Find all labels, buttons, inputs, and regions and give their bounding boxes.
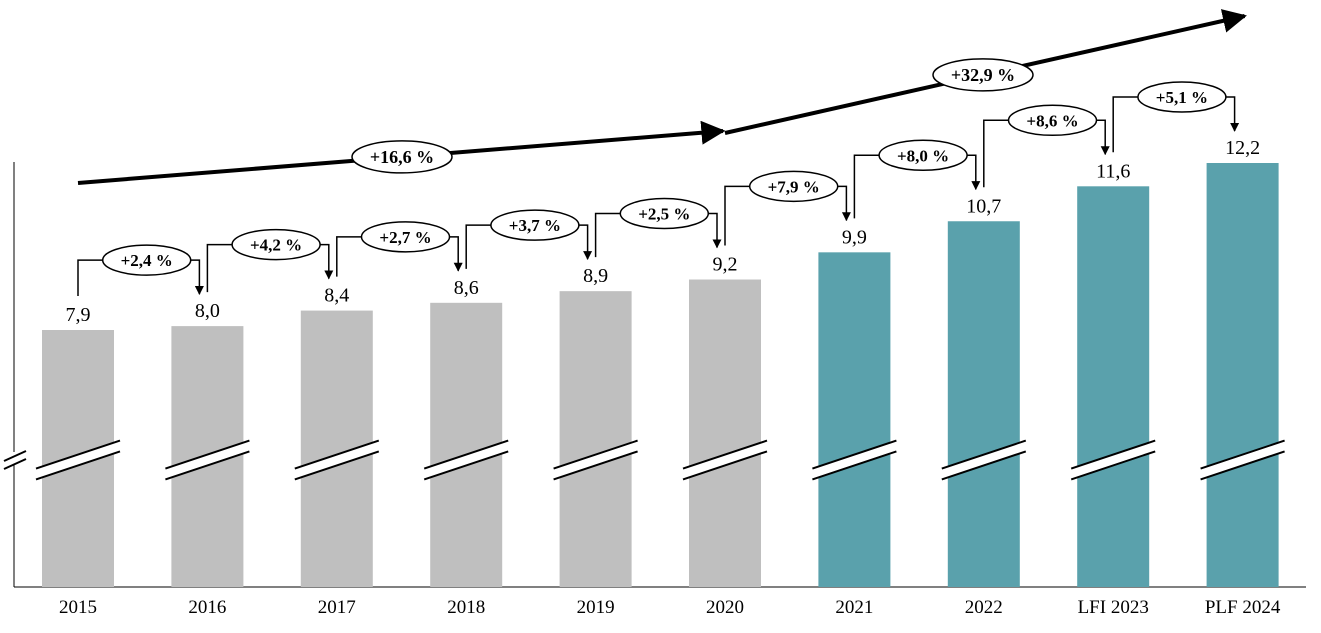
change-bubble-3	[490, 209, 580, 241]
break-line-bottom-3	[423, 450, 509, 481]
change-label-4: +2,5 %	[638, 205, 690, 224]
change-label-6: +8,0 %	[897, 146, 949, 165]
category-label-9: PLF 2024	[1205, 597, 1281, 618]
break-line-top-5	[682, 439, 768, 470]
value-label-5: 9,2	[713, 254, 738, 276]
break-line-top-0	[35, 439, 121, 470]
category-label-4: 2019	[577, 597, 615, 618]
bar-4	[559, 291, 632, 587]
value-label-4: 8,9	[583, 265, 608, 287]
break-line-top-2	[294, 439, 380, 470]
period-trend-arrows: +16,6 % +32,9 %	[77, 9, 1247, 185]
change-label-1: +4,2 %	[250, 236, 302, 255]
category-label-8: LFI 2023	[1078, 597, 1149, 618]
break-line-bottom-5	[682, 450, 768, 481]
period-bubble-0	[351, 140, 453, 174]
break-line-bottom-8	[1070, 450, 1156, 481]
change-bubble-4	[619, 197, 710, 230]
change-label-3: +3,7 %	[509, 216, 561, 235]
change-label-2: +2,7 %	[379, 228, 431, 247]
category-label-2: 2017	[318, 597, 356, 618]
break-gap-8	[1071, 440, 1156, 480]
break-line-top-6	[812, 439, 897, 470]
break-gap-4	[553, 440, 638, 480]
category-label-6: 2021	[835, 597, 873, 618]
change-label-0: +2,4 %	[121, 251, 173, 270]
change-label-8: +5,1 %	[1156, 88, 1208, 107]
value-label-1: 8,0	[195, 300, 220, 322]
category-label-3: 2018	[447, 597, 485, 618]
break-gap-2	[294, 440, 379, 480]
change-label-7: +8,6 %	[1026, 111, 1078, 130]
break-line-top-8	[1070, 439, 1156, 470]
y-axis-break-line-bottom	[3, 458, 27, 470]
break-line-bottom-0	[35, 450, 121, 481]
value-label-0: 7,9	[66, 304, 91, 326]
category-label-7: 2022	[965, 597, 1003, 618]
bar-9	[1206, 163, 1279, 587]
break-gap-0	[36, 440, 120, 480]
change-bubble-7	[1007, 104, 1098, 137]
break-gap-7	[941, 440, 1026, 480]
change-bubble-2	[360, 221, 451, 253]
break-gap-5	[683, 440, 767, 480]
bar-3	[430, 302, 503, 587]
break-line-top-4	[553, 439, 638, 470]
break-gap-1	[165, 440, 250, 480]
category-label-5: 2020	[706, 597, 744, 618]
bar-7	[947, 221, 1020, 588]
break-line-bottom-9	[1200, 450, 1285, 481]
bar-8	[1077, 186, 1150, 588]
break-line-top-3	[423, 439, 509, 470]
bars-group	[42, 163, 1279, 588]
value-label-9: 12,2	[1225, 137, 1260, 159]
category-label-1: 2016	[188, 597, 226, 618]
period-bubble-1	[932, 58, 1034, 92]
y-axis-break-line-top	[3, 450, 27, 462]
value-label-2: 8,4	[324, 285, 349, 307]
change-label-5: +7,9 %	[768, 177, 820, 196]
bar-5	[689, 279, 761, 587]
change-bubble-1	[231, 228, 321, 261]
change-bubble-6	[878, 139, 968, 172]
value-label-7: 10,7	[966, 195, 1001, 217]
change-bubble-0	[101, 244, 192, 276]
change-bubble-5	[748, 170, 839, 203]
y-axis-break-gap	[4, 452, 26, 464]
period-label-1: +32,9 %	[951, 65, 1015, 85]
break-line-bottom-4	[553, 450, 638, 481]
value-label-3: 8,6	[454, 277, 479, 299]
axis-break-marks	[3, 439, 1285, 481]
category-label-0: 2015	[59, 597, 97, 618]
category-labels-group: 2015 2016 2017 2018 2019 2020 2021 2022 LFI 2023…	[59, 597, 1281, 618]
break-line-top-7	[941, 439, 1027, 470]
break-gap-6	[812, 440, 897, 480]
break-line-bottom-1	[165, 450, 250, 481]
period-label-0: +16,6 %	[370, 147, 434, 167]
break-gap-3	[424, 440, 509, 480]
break-line-bottom-7	[941, 450, 1027, 481]
value-label-6: 9,9	[842, 226, 867, 248]
bar-6	[818, 252, 891, 588]
break-line-bottom-6	[812, 450, 897, 481]
value-label-8: 11,6	[1096, 160, 1130, 182]
change-bubble-8	[1137, 81, 1227, 113]
yearly-change-connectors: +2,4 % +4,2 % +2,7 % +3,7 % +2,5 % +7,9 % +8,0…	[77, 81, 1240, 296]
break-gap-9	[1200, 440, 1285, 480]
value-labels-group: 7,9 8,0 8,4 8,6 8,9 9,2 9,9 10,7 11,6 12,2	[66, 137, 1261, 326]
break-line-bottom-2	[294, 450, 380, 481]
break-line-top-9	[1200, 439, 1285, 470]
break-line-top-1	[165, 439, 250, 470]
